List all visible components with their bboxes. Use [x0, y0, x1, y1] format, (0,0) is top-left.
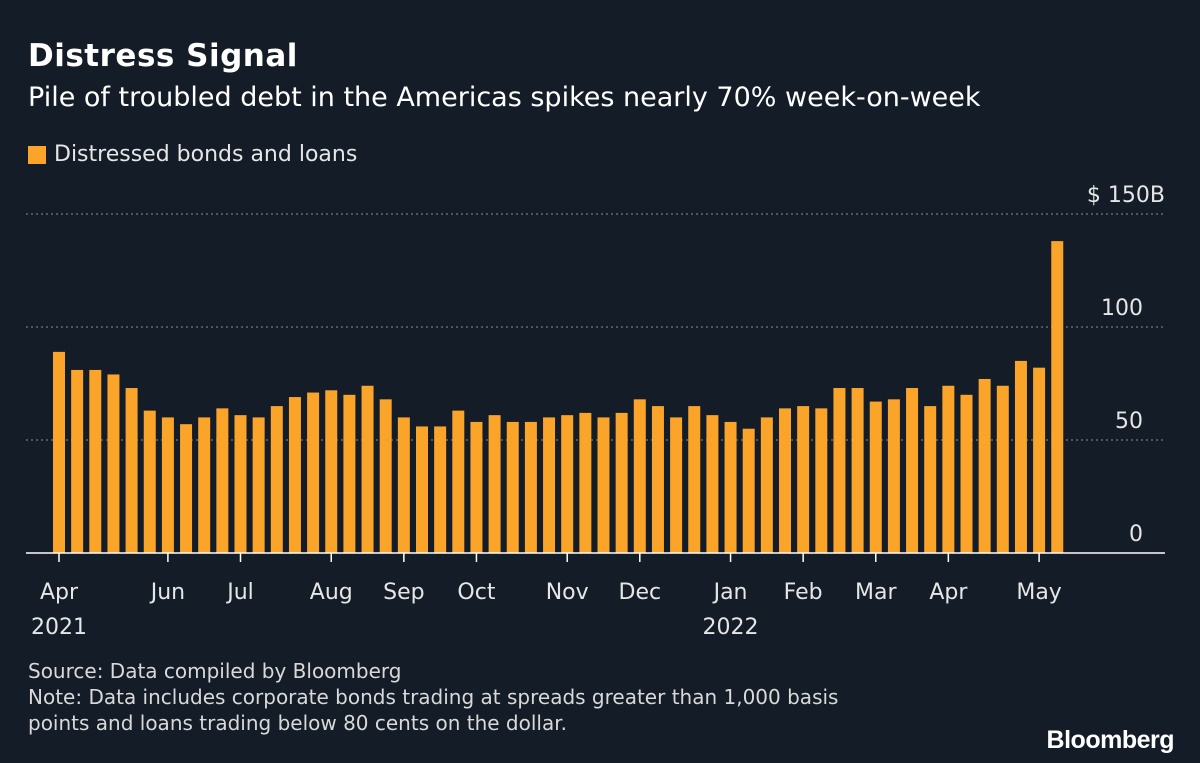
bar: [125, 388, 138, 553]
x-tick-label: Apr: [40, 580, 79, 605]
x-tick-year-label: 2021: [31, 615, 87, 640]
bar: [1051, 241, 1064, 553]
x-tick-label: Dec: [619, 580, 662, 605]
bar: [742, 428, 755, 553]
bar: [996, 385, 1009, 553]
bar: [53, 351, 65, 553]
x-tick-label: Sep: [383, 580, 424, 605]
bar: [561, 415, 574, 553]
bar: [706, 415, 719, 553]
x-tick-label: Apr: [929, 580, 968, 605]
bloomberg-logo: Bloomberg: [1046, 726, 1175, 754]
bar: [779, 408, 791, 553]
y-tick-label: 50: [1115, 409, 1143, 434]
bar: [198, 417, 211, 553]
bar: [579, 412, 592, 553]
x-tick-label: Nov: [546, 580, 589, 605]
bar: [815, 408, 828, 553]
x-tick-label: Jan: [712, 580, 748, 605]
bar: [325, 390, 338, 553]
bar: [833, 388, 846, 553]
note-line-2: points and loans trading below 80 cents …: [28, 711, 567, 735]
legend-label: Distressed bonds and loans: [54, 142, 358, 167]
bar: [161, 417, 174, 553]
chart-title: Distress Signal: [28, 38, 298, 74]
bar: [670, 417, 683, 553]
bar: [307, 392, 320, 553]
bar: [89, 369, 102, 553]
bar: [942, 385, 955, 553]
bar: [1014, 360, 1027, 553]
bar: [488, 415, 501, 553]
x-tick-label: Feb: [784, 580, 823, 605]
y-tick-label: 0: [1129, 522, 1143, 547]
bar: [724, 421, 737, 553]
bar: [252, 417, 265, 553]
x-tick-label: Oct: [457, 580, 495, 605]
bar: [143, 410, 156, 553]
bar: [597, 417, 610, 553]
bar: [288, 397, 301, 553]
bar: [633, 399, 646, 553]
bar: [978, 378, 991, 553]
bar: [434, 426, 447, 553]
bar: [343, 394, 356, 553]
bar: [906, 388, 919, 553]
y-tick-label: $ 150B: [1087, 183, 1165, 208]
x-tick-label: May: [1016, 580, 1061, 605]
bar: [1033, 367, 1046, 553]
bar: [960, 394, 973, 553]
x-tick-label: Jun: [149, 580, 185, 605]
bar: [506, 421, 519, 553]
legend-swatch: [28, 145, 46, 164]
legend: Distressed bonds and loans: [28, 142, 357, 167]
bar: [234, 415, 247, 553]
bar: [615, 412, 628, 553]
bar: [397, 417, 410, 553]
x-tick-label: Jul: [225, 580, 254, 605]
bar: [470, 421, 483, 553]
source-text: Source: Data compiled by Bloomberg: [28, 659, 402, 683]
bar: [797, 406, 810, 553]
x-tick-label: Mar: [855, 580, 897, 605]
bar: [524, 421, 537, 553]
x-tick-label: Aug: [310, 580, 353, 605]
bar: [688, 406, 701, 553]
bar: [760, 417, 773, 553]
footer-notes: Source: Data compiled by Bloomberg Note:…: [28, 658, 838, 736]
bar: [543, 417, 556, 553]
bar: [887, 399, 900, 553]
bar: [452, 410, 465, 553]
bar: [216, 408, 229, 553]
chart-subtitle: Pile of troubled debt in the Americas sp…: [28, 82, 981, 113]
y-tick-label: 100: [1101, 296, 1143, 321]
bar: [869, 401, 882, 553]
bar: [270, 406, 283, 553]
bar: [851, 388, 864, 553]
bar: [71, 369, 84, 553]
bar: [107, 374, 120, 553]
bar: [361, 385, 374, 553]
bar: [180, 424, 193, 553]
x-tick-year-label: 2022: [703, 615, 759, 640]
bar: [924, 406, 937, 553]
bar: [379, 399, 392, 553]
bar: [651, 406, 664, 553]
bar: [416, 426, 428, 553]
note-line-1: Note: Data includes corporate bonds trad…: [28, 685, 839, 709]
